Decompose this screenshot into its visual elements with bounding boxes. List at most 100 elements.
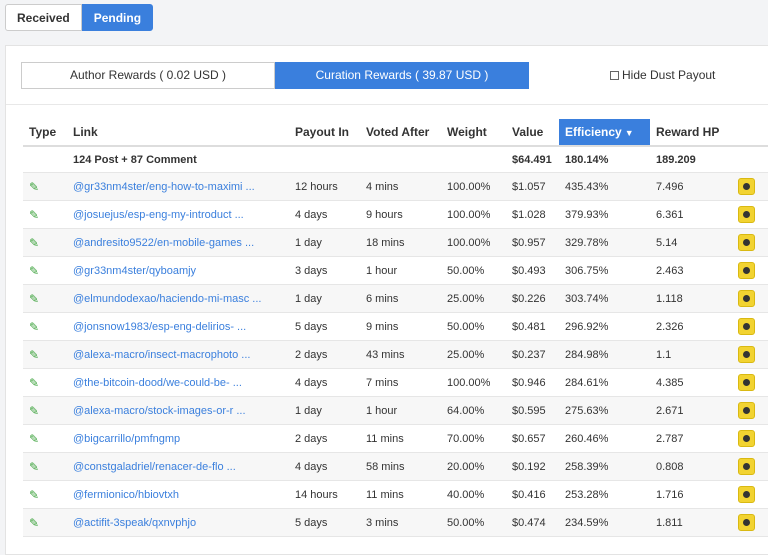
post-link[interactable]: @alexa-macro/insect-macrophoto ... — [73, 348, 251, 361]
hide-dust-toggle[interactable]: Hide Dust Payout — [610, 68, 715, 82]
cell-reward-hp: 2.787 — [650, 424, 732, 453]
tab-author-rewards[interactable]: Author Rewards ( 0.02 USD ) — [21, 62, 275, 89]
cell-payout-in: 4 days — [289, 200, 360, 229]
cell-action — [732, 256, 768, 285]
col-efficiency[interactable]: Efficiency ▼ — [559, 119, 650, 147]
cell-value: $0.493 — [506, 256, 559, 285]
coin-icon[interactable] — [738, 402, 755, 419]
tab-pending[interactable]: Pending — [81, 4, 154, 31]
cell-efficiency: 435.43% — [559, 172, 650, 201]
pencil-icon: ✎ — [29, 515, 40, 530]
cell-efficiency: 306.75% — [559, 256, 650, 285]
table-row: ✎ @andresito9522/en-mobile-games ... 1 day… — [23, 228, 768, 257]
cell-reward-hp: 6.361 — [650, 200, 732, 229]
col-value[interactable]: Value — [506, 119, 559, 147]
coin-icon[interactable] — [738, 290, 755, 307]
summary-value: $64.491 — [506, 146, 559, 173]
cell-type: ✎ — [23, 312, 67, 341]
col-voted-after[interactable]: Voted After — [360, 119, 441, 147]
post-link[interactable]: @elmundodexao/haciendo-mi-masc ... — [73, 292, 262, 305]
cell-type: ✎ — [23, 256, 67, 285]
post-link[interactable]: @jonsnow1983/esp-eng-delirios- ... — [73, 320, 247, 333]
coin-icon[interactable] — [738, 486, 755, 503]
post-link[interactable]: @actifit-3speak/qxnvphjo — [73, 516, 197, 529]
pencil-icon: ✎ — [29, 375, 40, 390]
reward-status-tabs: Received Pending — [5, 4, 154, 31]
coin-icon[interactable] — [738, 262, 755, 279]
cell-payout-in: 2 days — [289, 424, 360, 453]
cell-voted-after: 3 mins — [360, 508, 441, 537]
table-row: ✎ @alexa-macro/insect-macrophoto ... 2 day… — [23, 340, 768, 369]
col-link[interactable]: Link — [67, 119, 289, 147]
coin-icon[interactable] — [738, 206, 755, 223]
cell-type: ✎ — [23, 424, 67, 453]
cell-value: $0.226 — [506, 284, 559, 313]
cell-link: @jonsnow1983/esp-eng-delirios- ... — [67, 312, 289, 341]
cell-reward-hp: 2.671 — [650, 396, 732, 425]
col-type[interactable]: Type — [23, 119, 67, 147]
cell-value: $1.057 — [506, 172, 559, 201]
post-link[interactable]: @andresito9522/en-mobile-games ... — [73, 236, 255, 249]
cell-payout-in: 2 days — [289, 340, 360, 369]
cell-value: $0.416 — [506, 480, 559, 509]
cell-payout-in: 5 days — [289, 312, 360, 341]
cell-voted-after: 1 hour — [360, 396, 441, 425]
table-row: ✎ @alexa-macro/stock-images-or-r ... 1 day… — [23, 396, 768, 425]
coin-icon[interactable] — [738, 234, 755, 251]
coin-icon[interactable] — [738, 374, 755, 391]
coin-icon[interactable] — [738, 346, 755, 363]
cell-value: $0.237 — [506, 340, 559, 369]
cell-link: @gr33nm4ster/qyboamjy — [67, 256, 289, 285]
cell-weight: 50.00% — [441, 312, 506, 341]
cell-voted-after: 1 hour — [360, 256, 441, 285]
cell-efficiency: 258.39% — [559, 452, 650, 481]
post-link[interactable]: @alexa-macro/stock-images-or-r ... — [73, 404, 246, 417]
post-link[interactable]: @bigcarrillo/pmfngmp — [73, 432, 181, 445]
cell-link: @the-bitcoin-dood/we-could-be- ... — [67, 368, 289, 397]
cell-efficiency: 253.28% — [559, 480, 650, 509]
post-link[interactable]: @gr33nm4ster/eng-how-to-maximi ... — [73, 180, 255, 193]
cell-type: ✎ — [23, 368, 67, 397]
cell-payout-in: 14 hours — [289, 480, 360, 509]
table-row: ✎ @jonsnow1983/esp-eng-delirios- ... 5 day… — [23, 312, 768, 341]
hide-dust-checkbox[interactable] — [610, 70, 619, 80]
post-link[interactable]: @the-bitcoin-dood/we-could-be- ... — [73, 376, 242, 389]
cell-type: ✎ — [23, 284, 67, 313]
cell-link: @alexa-macro/stock-images-or-r ... — [67, 396, 289, 425]
cell-reward-hp: 2.463 — [650, 256, 732, 285]
tab-curation-rewards[interactable]: Curation Rewards ( 39.87 USD ) — [275, 62, 529, 89]
cell-reward-hp: 0.808 — [650, 452, 732, 481]
cell-weight: 40.00% — [441, 480, 506, 509]
table-row: ✎ @constgaladriel/renacer-de-flo ... 4 day… — [23, 452, 768, 481]
post-link[interactable]: @constgaladriel/renacer-de-flo ... — [73, 460, 236, 473]
coin-icon[interactable] — [738, 178, 755, 195]
col-weight[interactable]: Weight — [441, 119, 506, 147]
rewards-panel: Author Rewards ( 0.02 USD ) Curation Rew… — [5, 45, 768, 555]
coin-icon[interactable] — [738, 430, 755, 447]
cell-weight: 100.00% — [441, 172, 506, 201]
cell-efficiency: 275.63% — [559, 396, 650, 425]
cell-efficiency: 234.59% — [559, 508, 650, 537]
cell-efficiency: 296.92% — [559, 312, 650, 341]
col-reward-hp[interactable]: Reward HP — [650, 119, 732, 147]
cell-efficiency: 379.93% — [559, 200, 650, 229]
cell-efficiency: 284.98% — [559, 340, 650, 369]
post-link[interactable]: @fermionico/hbiovtxh — [73, 488, 179, 501]
cell-weight: 20.00% — [441, 452, 506, 481]
summary-row: 124 Post + 87 Comment $64.491 180.14% 18… — [23, 146, 768, 173]
cell-link: @josuejus/esp-eng-my-introduct ... — [67, 200, 289, 229]
tab-received[interactable]: Received — [5, 4, 82, 31]
coin-icon[interactable] — [738, 458, 755, 475]
coin-icon[interactable] — [738, 514, 755, 531]
col-efficiency-label: Efficiency — [565, 125, 622, 139]
cell-weight: 25.00% — [441, 340, 506, 369]
cell-action — [732, 200, 768, 229]
post-link[interactable]: @gr33nm4ster/qyboamjy — [73, 264, 197, 277]
cell-type: ✎ — [23, 228, 67, 257]
cell-payout-in: 4 days — [289, 368, 360, 397]
cell-efficiency: 329.78% — [559, 228, 650, 257]
coin-icon[interactable] — [738, 318, 755, 335]
col-payout-in[interactable]: Payout In — [289, 119, 360, 147]
post-link[interactable]: @josuejus/esp-eng-my-introduct ... — [73, 208, 244, 221]
pencil-icon: ✎ — [29, 207, 40, 222]
